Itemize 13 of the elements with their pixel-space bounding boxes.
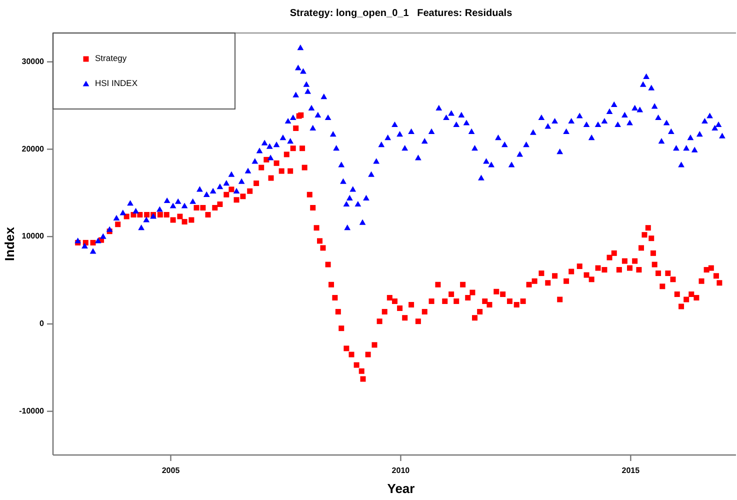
x-tick-label: 2005 — [162, 466, 180, 476]
legend-label: Strategy — [95, 53, 128, 64]
y-tick-label: 10000 — [22, 232, 45, 241]
y-tick-label: 30000 — [22, 56, 45, 66]
x-axis-title: Year — [387, 481, 415, 496]
y-tick-label: 0 — [40, 319, 45, 328]
chart-title: Strategy: long_open_0_1 Features: Residuals — [290, 8, 513, 19]
legend-label: HSI INDEX — [95, 78, 138, 88]
x-tick-label: 2010 — [392, 466, 410, 476]
y-tick-label: -10000 — [19, 406, 45, 416]
x-tick-label: 2015 — [622, 466, 640, 476]
y-axis-title: Index — [2, 226, 17, 261]
y-tick-label: 20000 — [22, 144, 45, 154]
